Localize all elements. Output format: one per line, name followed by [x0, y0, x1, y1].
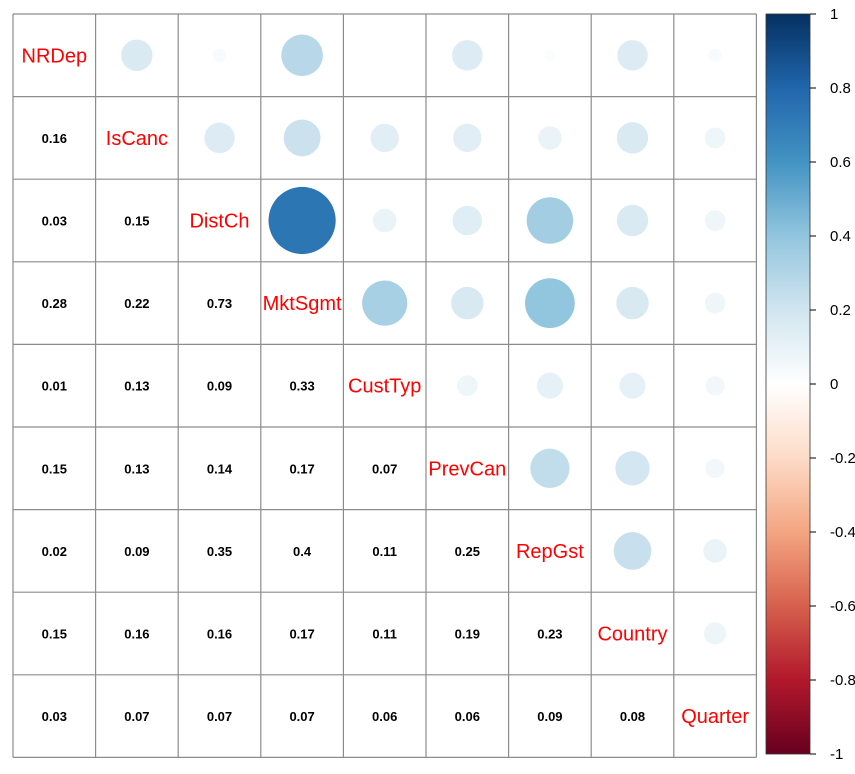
diag-label-quarter: Quarter — [681, 706, 749, 728]
corr-circle-prevcan-repgst — [530, 448, 570, 488]
colorbar: 1 0.8 0.6 0.4 0.2 0 -0.2 -0.4 -0.6 -0.8 -1 — [765, 6, 855, 763]
corr-circle-repgst-quarter — [703, 539, 727, 563]
colorbar-tick-label: 0.8 — [830, 80, 851, 97]
corr-value-custtyp-nrdep: 0.01 — [42, 379, 67, 394]
corr-value-quarter-custtyp: 0.06 — [372, 709, 397, 724]
corr-value-custtyp-distch: 0.09 — [207, 379, 232, 394]
corr-value-iscanc-nrdep: 0.16 — [42, 131, 67, 146]
corr-value-prevcan-iscanc: 0.13 — [124, 461, 149, 476]
colorbar-gradient — [765, 13, 811, 755]
colorbar-tick-label: -0.6 — [830, 598, 855, 615]
corr-value-country-repgst: 0.23 — [537, 627, 562, 642]
corr-circle-distch-country — [616, 204, 649, 237]
corr-value-country-mktsgmt: 0.17 — [289, 627, 314, 642]
diag-label-nrdep: NRDep — [22, 45, 88, 67]
colorbar-tick-label: -0.4 — [830, 524, 855, 541]
corr-circle-nrdep-mktsgmt — [281, 34, 323, 77]
corr-value-repgst-nrdep: 0.02 — [42, 544, 67, 559]
corr-value-custtyp-iscanc: 0.13 — [124, 379, 149, 394]
corr-circle-mktsgmt-quarter — [704, 292, 726, 314]
corr-value-repgst-iscanc: 0.09 — [124, 544, 149, 559]
corr-circle-iscanc-quarter — [704, 127, 726, 149]
corr-value-mktsgmt-nrdep: 0.28 — [42, 296, 67, 311]
corr-circle-nrdep-country — [617, 40, 648, 71]
corr-value-country-prevcan: 0.19 — [455, 627, 480, 642]
corr-value-quarter-distch: 0.07 — [207, 709, 232, 724]
corr-circle-distch-repgst — [526, 197, 574, 244]
diag-label-repgst: RepGst — [516, 541, 584, 563]
corr-value-country-custtyp: 0.11 — [372, 627, 397, 642]
diag-label-country: Country — [597, 624, 667, 646]
corr-circle-custtyp-country — [619, 372, 646, 399]
corr-circle-distch-mktsgmt — [268, 186, 336, 255]
corr-value-custtyp-mktsgmt: 0.33 — [289, 379, 314, 394]
corr-value-quarter-prevcan: 0.06 — [455, 709, 480, 724]
corr-value-prevcan-nrdep: 0.15 — [42, 461, 67, 476]
colorbar-tick-label: -0.8 — [830, 672, 855, 689]
corr-circle-mktsgmt-prevcan — [451, 286, 484, 320]
diag-label-mktsgmt: MktSgmt — [263, 293, 342, 315]
corr-circle-mktsgmt-country — [616, 286, 649, 320]
corr-value-mktsgmt-iscanc: 0.22 — [124, 296, 149, 311]
corr-circle-prevcan-country — [615, 451, 650, 486]
corr-circle-prevcan-quarter — [705, 458, 725, 478]
corr-circle-distch-custtyp — [372, 208, 397, 233]
corr-circle-repgst-country — [613, 532, 652, 570]
corr-value-quarter-mktsgmt: 0.07 — [289, 709, 314, 724]
corr-circle-iscanc-distch — [204, 122, 235, 154]
corr-circle-iscanc-repgst — [538, 126, 562, 150]
corr-value-repgst-prevcan: 0.25 — [455, 544, 480, 559]
corr-circle-distch-quarter — [704, 210, 726, 231]
colorbar-tick-label: 0.2 — [830, 302, 851, 319]
diag-label-prevcan: PrevCan — [428, 458, 506, 480]
corr-circle-iscanc-country — [616, 122, 649, 154]
corr-value-repgst-distch: 0.35 — [207, 544, 232, 559]
corr-value-quarter-country: 0.08 — [620, 709, 645, 724]
corr-value-country-nrdep: 0.15 — [42, 627, 67, 642]
corr-value-prevcan-mktsgmt: 0.17 — [289, 461, 314, 476]
colorbar-tick-label: 0.4 — [830, 228, 851, 245]
diag-label-iscanc: IsCanc — [106, 128, 168, 150]
colorbar-tick-label: -1 — [830, 746, 843, 763]
corr-circle-custtyp-prevcan — [456, 375, 478, 397]
corr-circle-iscanc-custtyp — [370, 123, 399, 153]
colorbar-tick-label: 0 — [830, 376, 838, 393]
corr-value-quarter-iscanc: 0.07 — [124, 709, 149, 724]
corr-circle-iscanc-mktsgmt — [283, 119, 321, 157]
corr-circle-nrdep-prevcan — [452, 40, 483, 71]
corr-value-mktsgmt-distch: 0.73 — [207, 296, 232, 311]
corr-circle-nrdep-iscanc — [121, 39, 153, 72]
corr-value-country-distch: 0.16 — [207, 627, 232, 642]
diag-label-custtyp: CustTyp — [348, 376, 421, 398]
corr-circle-nrdep-repgst — [544, 49, 556, 61]
matrix-cells: NRDep 0.16 IsCanc 0.03 0.15 DistCh 0.28 0.22 0.7… — [12, 13, 758, 759]
corr-circle-nrdep-quarter — [708, 48, 722, 63]
corr-value-repgst-mktsgmt: 0.4 — [293, 544, 312, 559]
corr-circle-country-quarter — [703, 622, 727, 645]
colorbar-tick-label: 0.6 — [830, 154, 851, 171]
corr-value-distch-iscanc: 0.15 — [124, 214, 149, 229]
colorbar-tick-label: -0.2 — [830, 450, 855, 467]
diag-label-distch: DistCh — [189, 211, 249, 233]
colorbar-tick-label: 1 — [830, 6, 838, 23]
corr-value-quarter-nrdep: 0.03 — [42, 709, 67, 724]
corr-circle-mktsgmt-repgst — [525, 278, 575, 328]
corr-circle-custtyp-quarter — [705, 376, 725, 396]
corr-value-country-iscanc: 0.16 — [124, 627, 149, 642]
corr-value-distch-nrdep: 0.03 — [42, 214, 67, 229]
corr-circle-distch-prevcan — [452, 205, 483, 236]
corr-circle-mktsgmt-custtyp — [362, 280, 408, 326]
corr-circle-nrdep-distch — [212, 48, 227, 63]
corr-value-prevcan-distch: 0.14 — [207, 461, 233, 476]
corr-circle-custtyp-repgst — [536, 372, 563, 399]
corr-circle-iscanc-prevcan — [453, 123, 482, 153]
corr-circle-nrdep-custtyp — [380, 51, 389, 60]
corr-value-prevcan-custtyp: 0.07 — [372, 461, 397, 476]
corr-value-repgst-custtyp: 0.11 — [372, 544, 397, 559]
corr-value-quarter-repgst: 0.09 — [537, 709, 562, 724]
